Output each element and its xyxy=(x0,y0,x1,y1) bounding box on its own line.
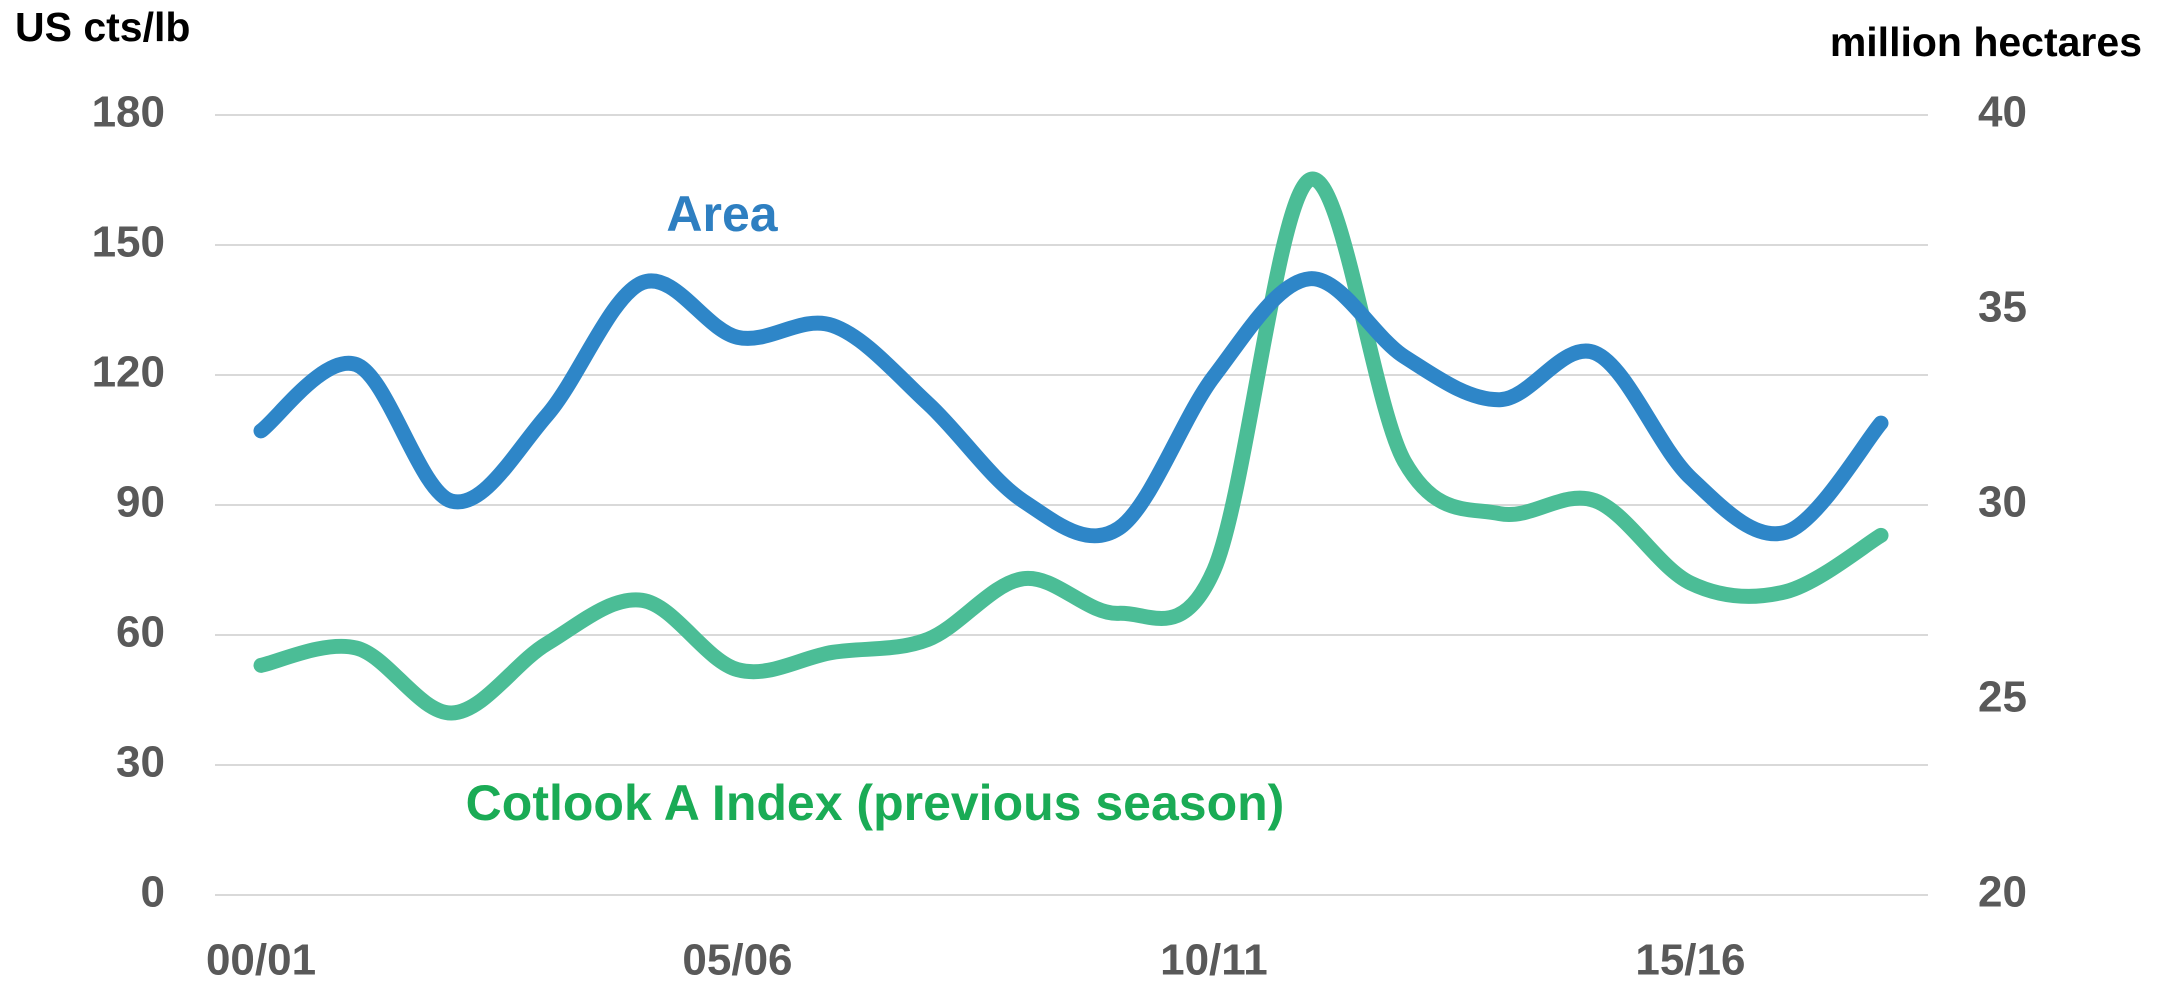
y-tick-label: 120 xyxy=(92,348,165,397)
series-line xyxy=(253,171,1889,721)
y-tick-label: 180 xyxy=(92,88,165,137)
x-tick-label: 05/06 xyxy=(682,936,792,983)
y2-tick-label: 20 xyxy=(1978,868,2027,917)
y-axis-title: US cts/lb xyxy=(15,4,190,50)
y2-tick-label: 40 xyxy=(1978,88,2027,137)
series-label: Area xyxy=(666,186,778,242)
y-tick-label: 60 xyxy=(116,608,165,657)
y2-tick-label: 35 xyxy=(1978,283,2027,332)
x-tick-label: 15/16 xyxy=(1635,936,1745,983)
series-label: Cotlook A Index (previous season) xyxy=(466,775,1285,831)
series-line xyxy=(253,271,1889,544)
y2-tick-label: 25 xyxy=(1978,673,2027,722)
y-tick-label: 0 xyxy=(141,868,165,917)
y-tick-label: 150 xyxy=(92,218,165,267)
y-tick-label: 90 xyxy=(116,478,165,527)
x-tick-label: 10/11 xyxy=(1160,936,1268,983)
x-tick-label: 00/01 xyxy=(206,936,316,983)
y2-axis-title: million hectares xyxy=(1830,19,2142,65)
y-tick-label: 30 xyxy=(116,738,165,787)
y2-tick-label: 30 xyxy=(1978,478,2027,527)
